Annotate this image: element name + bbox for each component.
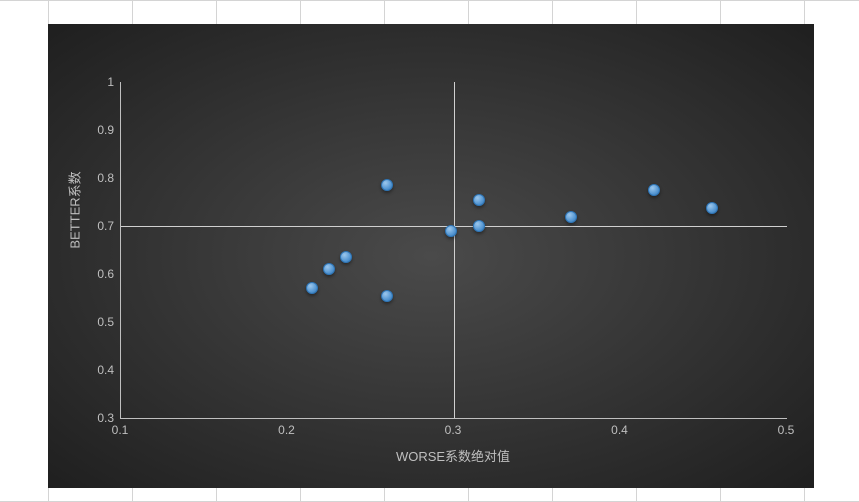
y-tick-label: 0.8 — [90, 172, 114, 184]
y-axis-title: BETTER系数 — [65, 171, 84, 248]
y-tick-label: 1 — [90, 76, 114, 88]
x-tick-label: 0.1 — [112, 424, 129, 436]
y-tick-label: 0.5 — [90, 316, 114, 328]
chart-container[interactable]: BETTER系数 WORSE系数绝对值 0.3 0.4 0.5 0.6 0.7 0.8 0.… — [48, 24, 814, 488]
data-point[interactable] — [565, 211, 577, 223]
data-point[interactable] — [306, 282, 318, 294]
x-tick-label: 0.3 — [445, 424, 462, 436]
y-tick-label: 0.7 — [90, 220, 114, 232]
plot-area — [120, 82, 787, 419]
data-point[interactable] — [323, 263, 335, 275]
y-tick-label: 0.4 — [90, 364, 114, 376]
data-point[interactable] — [473, 220, 485, 232]
x-tick-label: 0.4 — [611, 424, 628, 436]
quadrant-line-vertical — [454, 82, 455, 418]
data-point[interactable] — [381, 290, 393, 302]
y-tick-label: 0.6 — [90, 268, 114, 280]
data-point[interactable] — [648, 184, 660, 196]
y-tick-label: 0.3 — [90, 412, 114, 424]
data-point[interactable] — [381, 179, 393, 191]
data-point[interactable] — [706, 202, 718, 214]
x-axis-title: WORSE系数绝对值 — [396, 446, 510, 465]
data-point[interactable] — [445, 225, 457, 237]
x-tick-label: 0.5 — [778, 424, 795, 436]
sheet-row-line — [0, 0, 859, 1]
y-tick-label: 0.9 — [90, 124, 114, 136]
data-point[interactable] — [340, 251, 352, 263]
data-point[interactable] — [473, 194, 485, 206]
x-tick-label: 0.2 — [278, 424, 295, 436]
